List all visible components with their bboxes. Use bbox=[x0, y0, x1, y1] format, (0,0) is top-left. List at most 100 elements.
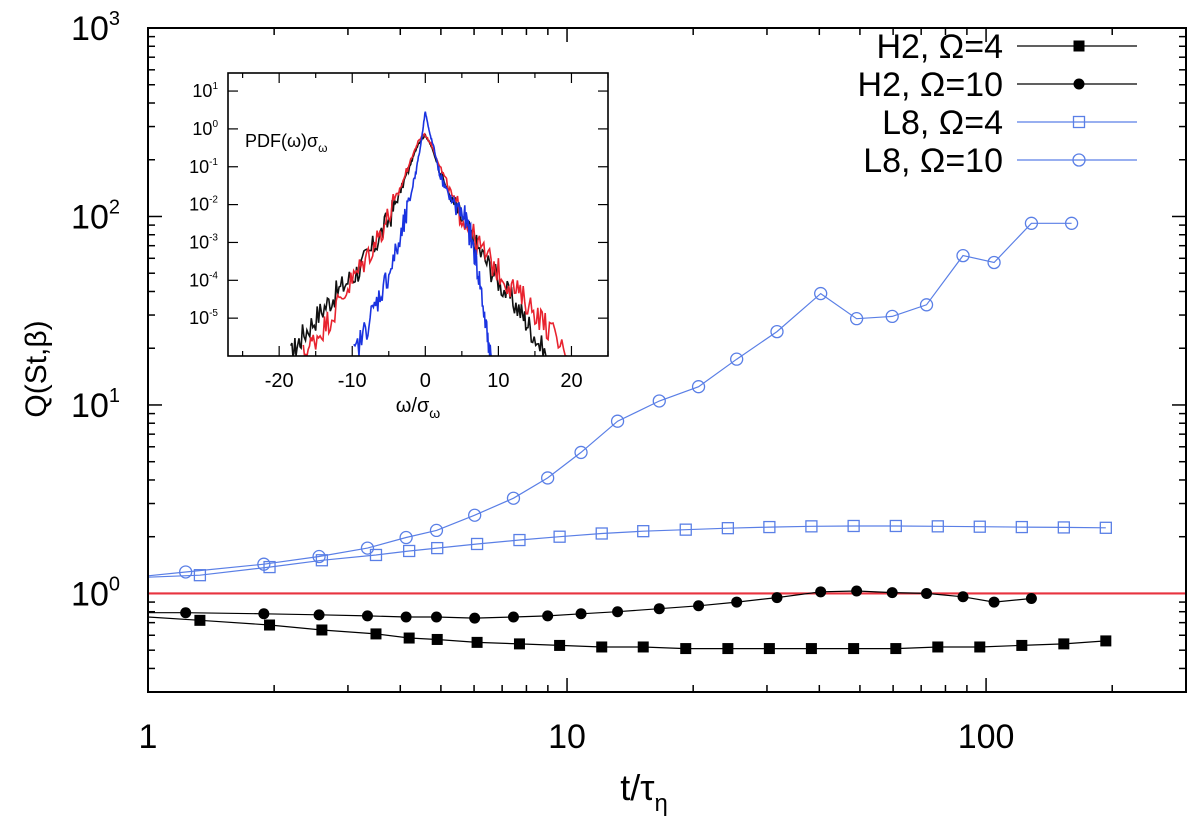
data-point bbox=[691, 380, 706, 394]
data-point bbox=[193, 569, 207, 582]
data-point bbox=[805, 520, 818, 533]
x-tick-label: 100 bbox=[958, 718, 1015, 756]
y-tick-label: 103 bbox=[71, 8, 120, 48]
data-point bbox=[851, 585, 863, 597]
data-point bbox=[612, 606, 624, 618]
legend-marker bbox=[1072, 153, 1086, 167]
data-point bbox=[316, 624, 328, 636]
data-point bbox=[370, 628, 382, 640]
inset-title: PDF(ω)σω bbox=[245, 131, 328, 155]
data-point bbox=[890, 643, 902, 655]
data-point bbox=[315, 554, 329, 567]
series-2 bbox=[148, 519, 1112, 582]
data-point bbox=[815, 586, 827, 598]
legend-label: L8, Ω=10 bbox=[863, 142, 1003, 180]
data-point bbox=[429, 523, 444, 538]
data-point bbox=[180, 607, 192, 619]
data-point bbox=[679, 523, 692, 536]
data-point bbox=[637, 641, 649, 653]
data-point bbox=[542, 610, 554, 622]
data-point bbox=[814, 286, 828, 301]
inset-frame bbox=[227, 72, 609, 357]
data-point bbox=[680, 643, 692, 655]
data-point bbox=[360, 541, 375, 555]
data-point bbox=[805, 643, 817, 655]
data-point bbox=[771, 592, 783, 604]
data-point bbox=[513, 533, 526, 547]
data-point bbox=[987, 255, 1001, 270]
data-point bbox=[921, 587, 933, 599]
data-point bbox=[731, 596, 743, 608]
data-point bbox=[471, 636, 483, 648]
inset-x-axis-label: ω/σω bbox=[396, 395, 441, 421]
legend-label: H2, Ω=4 bbox=[876, 28, 1003, 66]
data-point bbox=[431, 541, 444, 555]
y-tick-label: 102 bbox=[71, 196, 120, 236]
data-point bbox=[1025, 593, 1037, 605]
data-point bbox=[763, 520, 776, 534]
data-point bbox=[1058, 638, 1070, 650]
data-point bbox=[610, 414, 625, 428]
data-point bbox=[369, 548, 383, 562]
series-1 bbox=[148, 585, 1037, 624]
data-point bbox=[1057, 521, 1070, 534]
data-point bbox=[956, 248, 970, 263]
legend-marker bbox=[1072, 115, 1086, 129]
y-axis-label: Q(St,β) bbox=[20, 320, 53, 417]
data-point bbox=[763, 643, 775, 655]
legend-marker bbox=[1073, 78, 1085, 90]
y-tick-label: 101 bbox=[71, 385, 120, 425]
data-point bbox=[468, 508, 482, 522]
data-point bbox=[693, 600, 705, 612]
data-point bbox=[1064, 216, 1079, 230]
data-point bbox=[541, 471, 555, 485]
data-point bbox=[988, 596, 1000, 608]
x-tick-label: 1 bbox=[139, 718, 158, 756]
data-point bbox=[1099, 521, 1112, 534]
data-point bbox=[886, 587, 898, 599]
data-point bbox=[470, 537, 484, 551]
data-point bbox=[770, 324, 784, 339]
data-point bbox=[885, 309, 899, 324]
inset-y-tick-label: 101 bbox=[192, 81, 218, 101]
data-point bbox=[957, 591, 969, 603]
data-point bbox=[554, 639, 566, 651]
data-point bbox=[469, 612, 481, 624]
data-point bbox=[652, 394, 666, 408]
legend-label: H2, Ω=10 bbox=[858, 66, 1003, 104]
inset-y-tick-label: 10-1 bbox=[189, 157, 218, 177]
data-point bbox=[973, 520, 986, 533]
data-point bbox=[919, 298, 934, 312]
data-point bbox=[258, 608, 270, 620]
data-point bbox=[313, 609, 325, 621]
inset-y-tick-label: 10-5 bbox=[189, 308, 218, 328]
inset-y-tick-label: 10-3 bbox=[189, 232, 218, 252]
inset-series-line bbox=[302, 132, 568, 356]
data-point bbox=[931, 520, 944, 533]
inset-series-line bbox=[353, 111, 492, 356]
series-0 bbox=[148, 614, 1112, 655]
series-line bbox=[148, 222, 1072, 577]
data-point bbox=[847, 519, 860, 533]
inset-x-tick-label: 0 bbox=[420, 370, 431, 392]
data-point bbox=[399, 530, 413, 545]
data-point bbox=[637, 525, 650, 538]
data-point bbox=[848, 643, 860, 655]
data-point bbox=[889, 519, 902, 533]
inset-x-tick-label: -10 bbox=[338, 370, 367, 392]
data-point bbox=[553, 530, 566, 543]
data-point bbox=[932, 641, 944, 653]
x-tick-label: 10 bbox=[548, 718, 586, 756]
series-line bbox=[148, 525, 1106, 578]
inset-x-tick-label: 10 bbox=[487, 370, 509, 392]
data-point bbox=[721, 522, 735, 535]
series-3 bbox=[148, 216, 1079, 579]
data-point bbox=[403, 544, 416, 558]
data-point bbox=[574, 445, 588, 460]
data-point bbox=[722, 643, 734, 655]
data-point bbox=[179, 565, 193, 579]
data-point bbox=[595, 527, 608, 540]
plot-frame bbox=[147, 27, 1187, 693]
